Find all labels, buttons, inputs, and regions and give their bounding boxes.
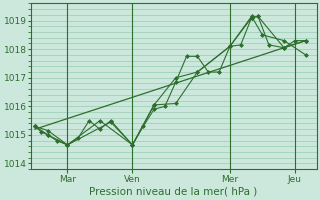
X-axis label: Pression niveau de la mer( hPa ): Pression niveau de la mer( hPa ): [90, 187, 258, 197]
